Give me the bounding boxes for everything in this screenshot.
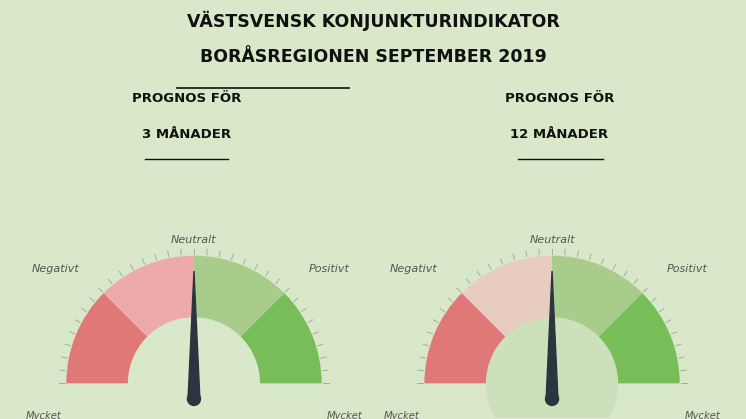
- Text: Negativt: Negativt: [32, 264, 80, 274]
- Text: Neutralt: Neutralt: [171, 235, 217, 245]
- Wedge shape: [240, 293, 322, 383]
- Text: Mycket
negativt: Mycket negativt: [384, 411, 425, 419]
- Wedge shape: [462, 256, 552, 337]
- Circle shape: [545, 393, 559, 406]
- Text: BORÅSREGIONEN SEPTEMBER 2019: BORÅSREGIONEN SEPTEMBER 2019: [200, 48, 546, 66]
- Wedge shape: [104, 256, 194, 337]
- Text: Mycket
positivt: Mycket positivt: [683, 411, 720, 419]
- Text: Mycket
negativt: Mycket negativt: [26, 411, 67, 419]
- Text: BORÅSREGIONEN SEPTEMBER 2019: BORÅSREGIONEN SEPTEMBER 2019: [200, 48, 546, 66]
- Wedge shape: [194, 256, 284, 337]
- Circle shape: [187, 393, 201, 406]
- Wedge shape: [598, 293, 680, 383]
- Text: Positivt: Positivt: [666, 264, 707, 274]
- Text: Positivt: Positivt: [308, 264, 349, 274]
- Text: PROGNOS FÖR: PROGNOS FÖR: [132, 92, 241, 105]
- Text: Mycket
positivt: Mycket positivt: [325, 411, 362, 419]
- Text: VÄSTSVENSK KONJUNKTURINDIKATOR: VÄSTSVENSK KONJUNKTURINDIKATOR: [186, 10, 560, 31]
- Wedge shape: [66, 293, 148, 383]
- Polygon shape: [188, 271, 200, 399]
- Polygon shape: [546, 271, 558, 399]
- Text: 12 MÅNADER: 12 MÅNADER: [510, 128, 609, 141]
- Circle shape: [486, 318, 618, 419]
- Text: Neutralt: Neutralt: [529, 235, 575, 245]
- Text: PROGNOS FÖR: PROGNOS FÖR: [505, 92, 614, 105]
- Circle shape: [128, 318, 260, 419]
- Wedge shape: [552, 256, 642, 337]
- Text: 3 MÅNADER: 3 MÅNADER: [142, 128, 231, 141]
- Wedge shape: [424, 293, 506, 383]
- Text: Negativt: Negativt: [390, 264, 438, 274]
